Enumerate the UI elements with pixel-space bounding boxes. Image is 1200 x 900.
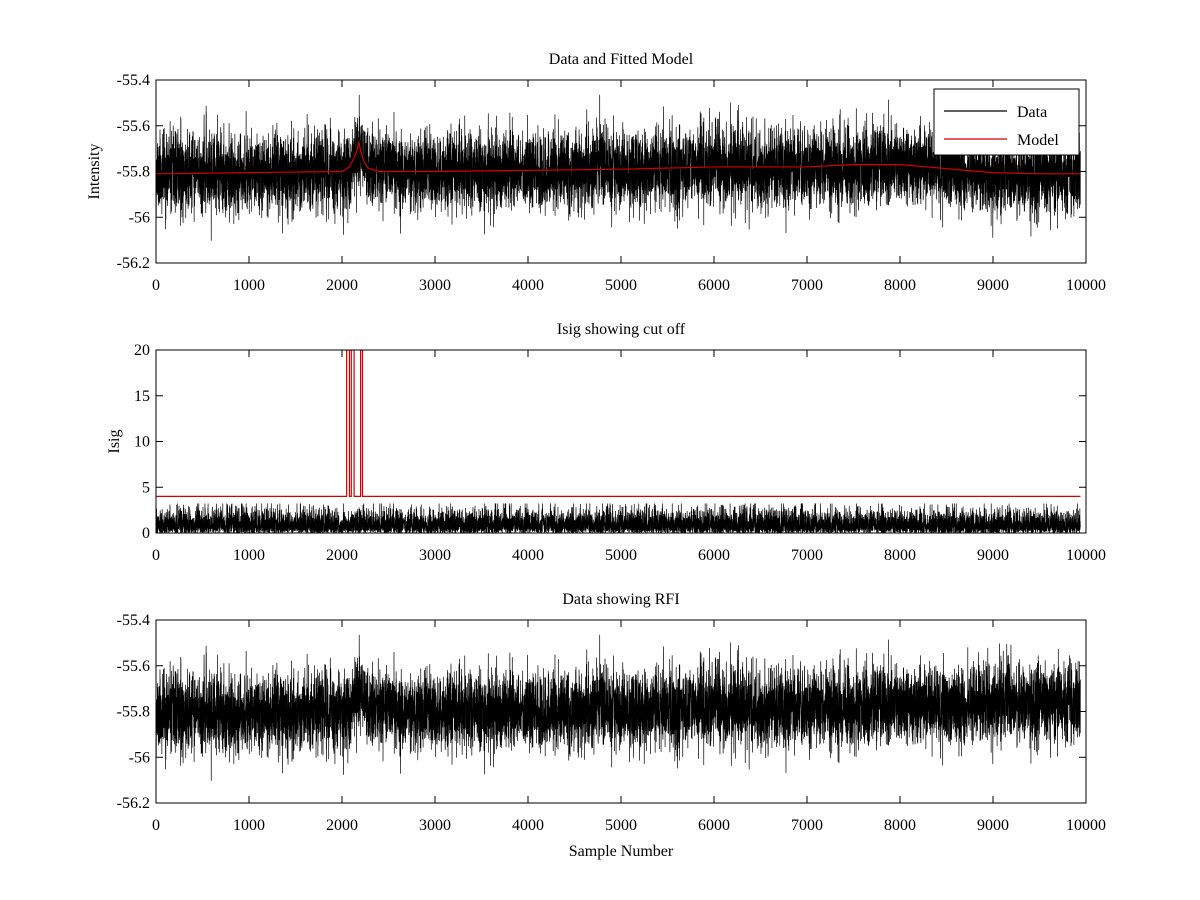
series-data — [156, 634, 1081, 781]
plot-series — [156, 634, 1081, 781]
y-tick-label: 0 — [142, 525, 150, 542]
y-tick-label: -56 — [129, 209, 150, 226]
x-tick-label: 2000 — [326, 547, 358, 564]
y-tick-label: -55.4 — [117, 72, 150, 89]
chart-3: 0 1000 2000 3000 4000 5000 6000 7000 8000 9000 100… — [117, 591, 1106, 860]
x-tick-label: 10000 — [1066, 547, 1106, 564]
x-tick-label: 5000 — [605, 277, 637, 294]
legend-label-data: Data — [1017, 104, 1047, 121]
x-tick-label: 0 — [152, 277, 160, 294]
x-tick-label: 7000 — [791, 277, 823, 294]
x-tick-label: 3000 — [419, 277, 451, 294]
x-tick-label: 0 — [152, 817, 160, 834]
y-tick-label: -55.8 — [117, 164, 150, 181]
y-tick-label: 20 — [134, 342, 150, 359]
x-tick-label: 6000 — [698, 277, 730, 294]
legend: Data Model — [933, 88, 1080, 156]
legend-box — [933, 88, 1080, 156]
x-tick-label: 4000 — [512, 547, 544, 564]
plot-area — [156, 350, 1086, 533]
chart-title: Data and Fitted Model — [549, 51, 694, 68]
series-model — [156, 141, 1081, 175]
x-tick-label: 6000 — [698, 817, 730, 834]
x-tick-label: 5000 — [605, 817, 637, 834]
y-tick-label: -55.6 — [117, 658, 150, 675]
x-tick-label: 8000 — [884, 547, 916, 564]
x-tick-label: 9000 — [977, 547, 1009, 564]
y-axis-label: Isig — [106, 430, 123, 454]
x-tick-label: 3000 — [419, 817, 451, 834]
x-tick-label: 1000 — [233, 817, 265, 834]
x-tick-label: 6000 — [698, 547, 730, 564]
chart-1: 0 1000 2000 3000 4000 5000 6000 7000 8000 9000 100… — [86, 51, 1106, 294]
x-tick-label: 10000 — [1066, 817, 1106, 834]
legend-label-model: Model — [1017, 132, 1059, 149]
y-tick-label: -55.8 — [117, 704, 150, 721]
x-tick-label: 2000 — [326, 277, 358, 294]
x-tick-label: 2000 — [326, 817, 358, 834]
y-tick-label: 5 — [142, 479, 150, 496]
x-tick-label: 7000 — [791, 547, 823, 564]
x-tick-label: 8000 — [884, 817, 916, 834]
y-tick-label: -56.2 — [117, 255, 150, 272]
y-tick-label: -56 — [129, 749, 150, 766]
x-tick-label: 3000 — [419, 547, 451, 564]
x-tick-label: 0 — [152, 547, 160, 564]
x-tick-label: 4000 — [512, 817, 544, 834]
x-tick-label: 8000 — [884, 277, 916, 294]
x-tick-label: 1000 — [233, 547, 265, 564]
chart-title: Data showing RFI — [562, 591, 679, 608]
x-tick-label: 4000 — [512, 277, 544, 294]
x-axis-label: Sample Number — [569, 843, 674, 860]
chart-title: Isig showing cut off — [557, 321, 686, 338]
chart-2: 0 1000 2000 3000 4000 5000 6000 7000 8000 9000 100… — [106, 321, 1106, 564]
y-tick-label: 15 — [134, 388, 150, 405]
y-tick-label: 10 — [134, 434, 150, 451]
x-tick-label: 1000 — [233, 277, 265, 294]
y-tick-label: -56.2 — [117, 795, 150, 812]
y-tick-label: -55.4 — [117, 612, 150, 629]
y-axis-label: Intensity — [86, 144, 103, 200]
y-tick-label: -55.6 — [117, 118, 150, 135]
x-tick-label: 9000 — [977, 277, 1009, 294]
x-tick-label: 7000 — [791, 817, 823, 834]
x-tick-label: 5000 — [605, 547, 637, 564]
plot-series — [156, 94, 1081, 241]
x-tick-label: 10000 — [1066, 277, 1106, 294]
x-tick-label: 9000 — [977, 817, 1009, 834]
